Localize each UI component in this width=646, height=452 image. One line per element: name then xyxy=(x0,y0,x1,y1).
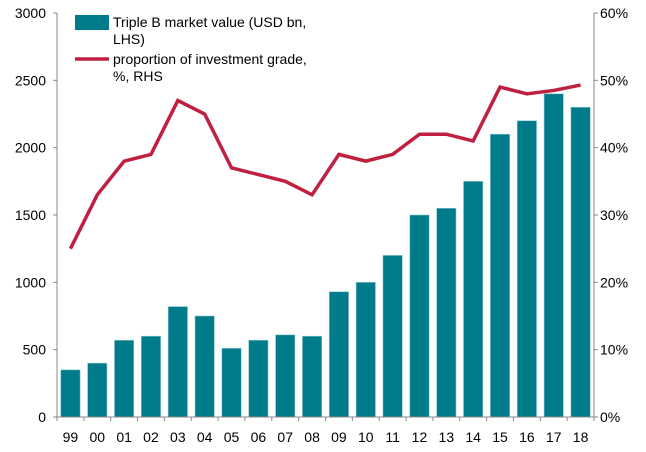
left-tick-label: 3000 xyxy=(15,5,46,21)
bar-09 xyxy=(328,291,349,418)
x-tick-label: 14 xyxy=(465,429,481,445)
bar-16 xyxy=(516,120,537,418)
bar-04 xyxy=(194,315,215,418)
line-series xyxy=(68,83,581,250)
x-tick-label: 07 xyxy=(277,429,293,445)
line-path xyxy=(68,83,581,250)
x-tick-label: 03 xyxy=(170,429,186,445)
bar-06 xyxy=(248,339,269,418)
axes: 0500100015002000250030000%10%20%30%40%50… xyxy=(15,5,628,445)
left-tick-label: 1500 xyxy=(15,207,46,223)
bar-15 xyxy=(490,133,510,418)
x-tick-label: 15 xyxy=(492,429,508,445)
right-tick-label: 10% xyxy=(600,342,628,358)
left-tick-label: 2000 xyxy=(15,140,46,156)
bar-11 xyxy=(382,255,403,418)
x-tick-label: 10 xyxy=(358,429,374,445)
x-tick-label: 05 xyxy=(224,429,240,445)
bar-14 xyxy=(463,181,484,418)
legend-bar-label: Triple B market value (USD bn, xyxy=(113,14,306,30)
left-tick-label: 2500 xyxy=(15,72,46,88)
x-tick-label: 01 xyxy=(116,429,132,445)
right-tick-label: 60% xyxy=(600,5,628,21)
bar-07 xyxy=(275,334,296,418)
right-tick-label: 30% xyxy=(600,207,628,223)
x-tick-label: 13 xyxy=(439,429,455,445)
bar-01 xyxy=(114,339,135,418)
bars xyxy=(60,93,591,418)
left-tick-label: 0 xyxy=(38,409,46,425)
x-tick-label: 11 xyxy=(385,429,400,445)
x-tick-label: 06 xyxy=(251,429,267,445)
bar-08 xyxy=(302,335,323,418)
x-tick-label: 08 xyxy=(304,429,320,445)
bar-13 xyxy=(436,207,457,418)
right-tick-label: 40% xyxy=(600,140,628,156)
legend-bar-label: LHS) xyxy=(113,31,145,47)
legend-bar-swatch xyxy=(75,15,109,30)
bar-17 xyxy=(543,93,564,418)
legend: Triple B market value (USD bn,LHS) propor… xyxy=(75,14,307,84)
x-tick-label: 04 xyxy=(197,429,213,445)
bar-12 xyxy=(409,214,430,418)
right-tick-label: 50% xyxy=(600,72,628,88)
left-tick-label: 500 xyxy=(23,342,47,358)
x-tick-label: 02 xyxy=(143,429,159,445)
bar-02 xyxy=(141,335,161,418)
bar-03 xyxy=(167,306,188,418)
bar-18 xyxy=(570,106,591,418)
x-tick-label: 12 xyxy=(412,429,428,445)
bar-99 xyxy=(60,369,81,418)
x-tick-label: 00 xyxy=(89,429,105,445)
x-tick-label: 09 xyxy=(331,429,347,445)
bar-00 xyxy=(87,362,108,418)
x-tick-label: 99 xyxy=(63,429,79,445)
x-tick-label: 16 xyxy=(519,429,535,445)
legend-line-label: %, RHS xyxy=(113,68,163,84)
right-tick-label: 0% xyxy=(600,409,620,425)
x-tick-label: 17 xyxy=(546,429,562,445)
right-tick-label: 20% xyxy=(600,274,628,290)
legend-line-label: proportion of investment grade, xyxy=(113,51,307,67)
x-tick-label: 18 xyxy=(573,429,589,445)
left-tick-label: 1000 xyxy=(15,274,46,290)
bar-10 xyxy=(355,282,376,418)
bar-05 xyxy=(221,348,242,418)
